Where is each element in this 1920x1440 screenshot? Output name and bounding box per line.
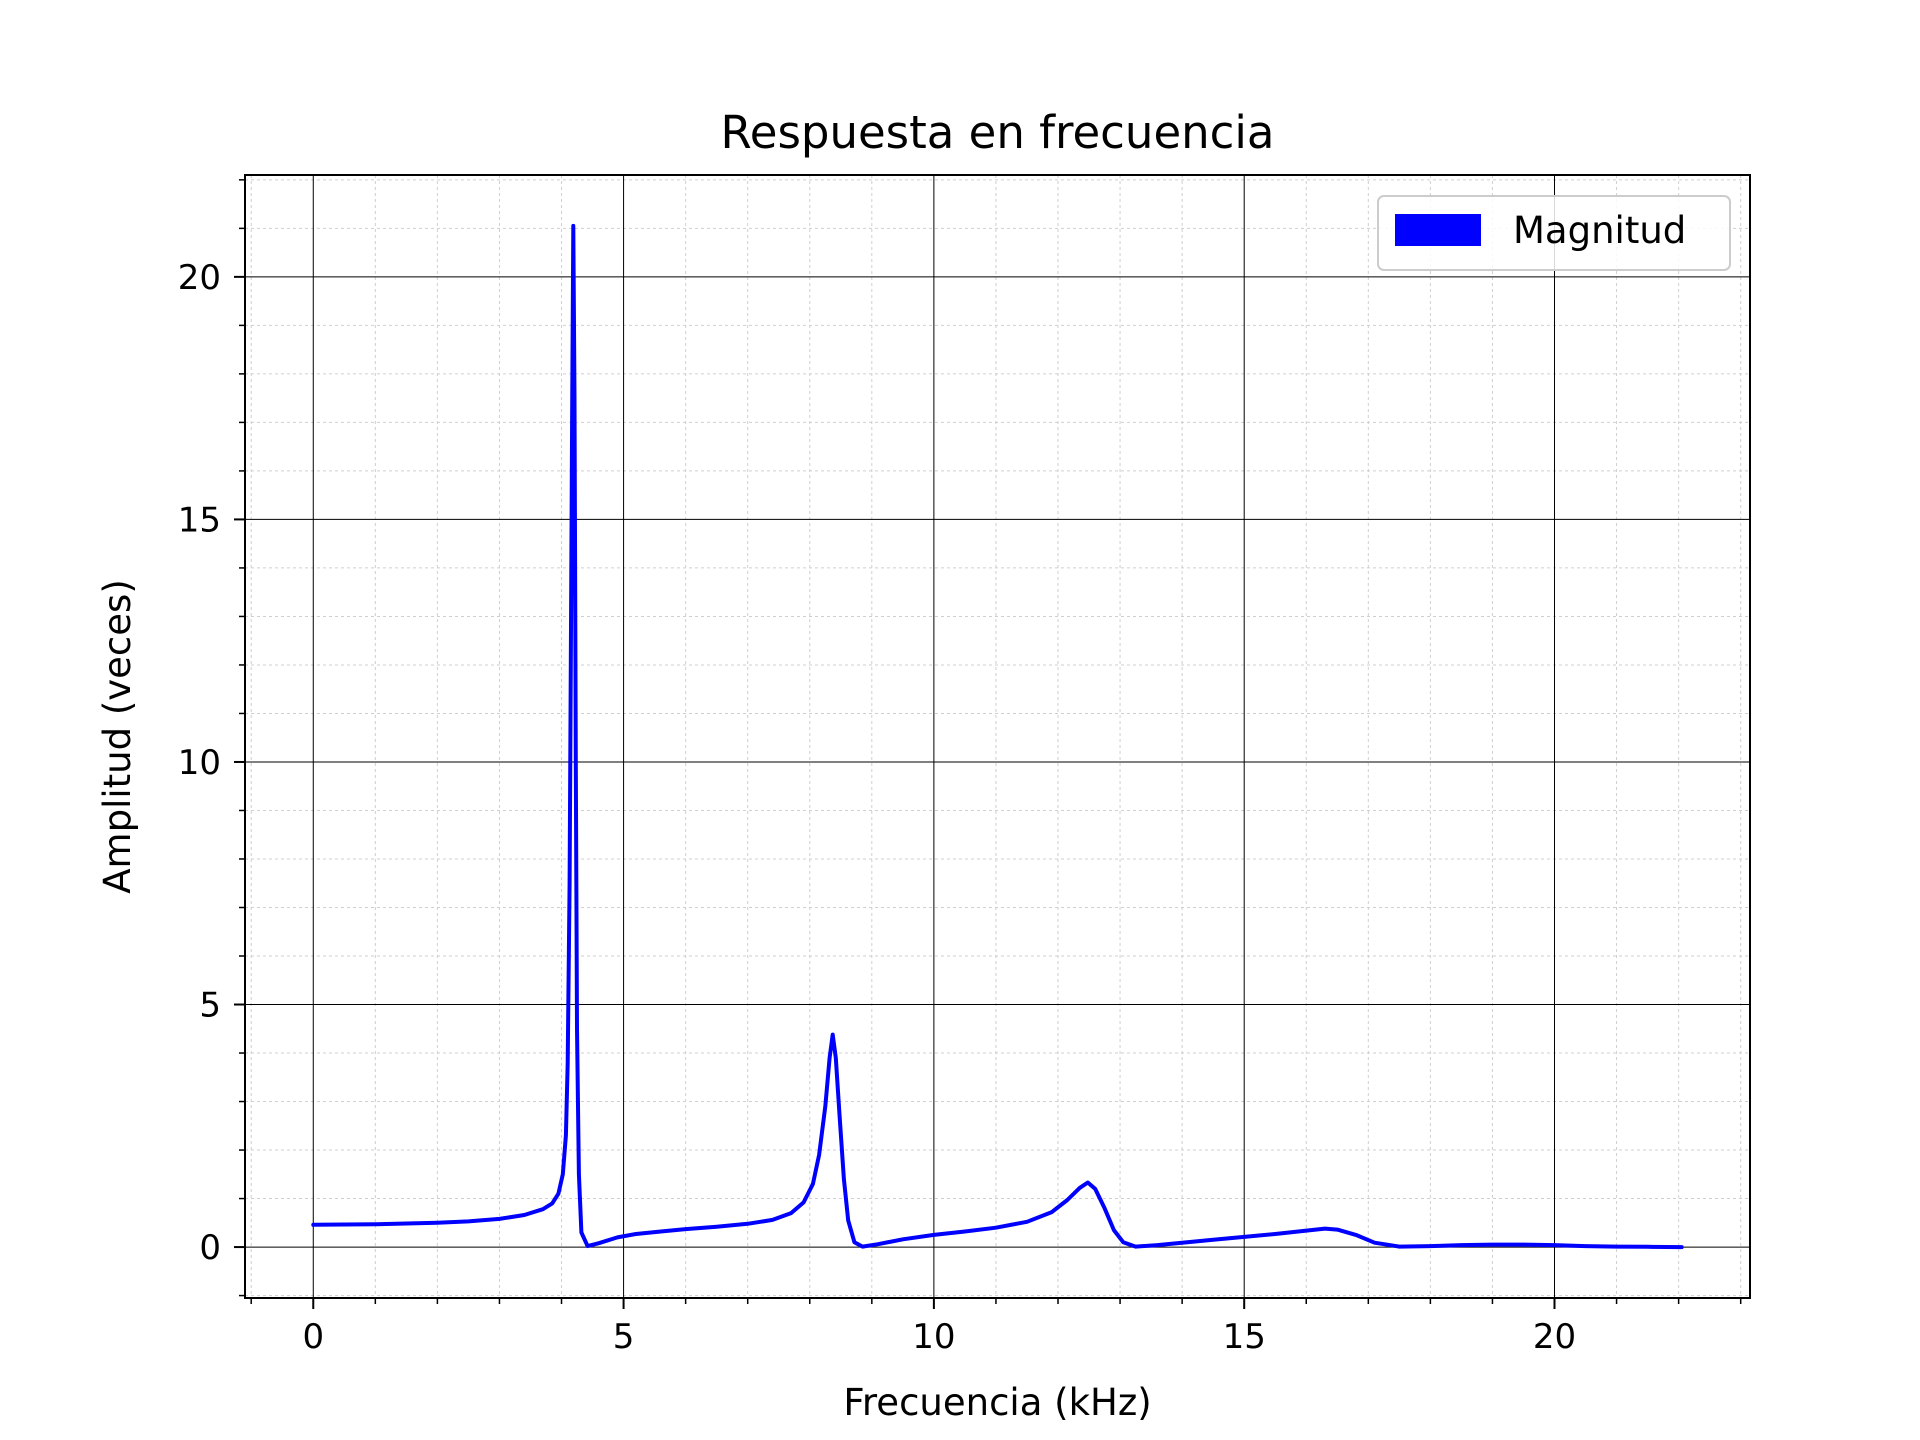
chart-title: Respuesta en frecuencia bbox=[721, 106, 1275, 159]
y-tick-label: 15 bbox=[178, 500, 221, 540]
y-tick-label: 20 bbox=[178, 258, 221, 298]
plot-frame bbox=[244, 174, 1751, 1299]
legend-swatch-magnitud bbox=[1395, 214, 1481, 246]
x-axis-label: Frecuencia (kHz) bbox=[843, 1381, 1151, 1424]
y-axis-label: Amplitud (veces) bbox=[96, 579, 139, 894]
axis-ticks bbox=[234, 179, 1742, 1309]
x-tick-label: 10 bbox=[912, 1317, 955, 1357]
series-layer bbox=[311, 223, 1684, 1250]
x-tick-label: 15 bbox=[1223, 1317, 1266, 1357]
minor-grid bbox=[245, 175, 1750, 1298]
major-grid bbox=[245, 175, 1750, 1298]
legend: Magnitud bbox=[1377, 195, 1731, 271]
series-line-magnitud bbox=[311, 223, 1684, 1250]
x-tick-label: 5 bbox=[613, 1317, 635, 1357]
y-tick-label: 0 bbox=[199, 1228, 221, 1268]
legend-label-magnitud: Magnitud bbox=[1513, 209, 1686, 252]
y-tick-label: 5 bbox=[199, 986, 221, 1026]
y-tick-label: 10 bbox=[178, 743, 221, 783]
tick-labels: 0 5 10 15 20 0 5 10 15 20 bbox=[178, 258, 1576, 1357]
x-tick-label: 20 bbox=[1533, 1317, 1576, 1357]
x-tick-label: 0 bbox=[302, 1317, 324, 1357]
